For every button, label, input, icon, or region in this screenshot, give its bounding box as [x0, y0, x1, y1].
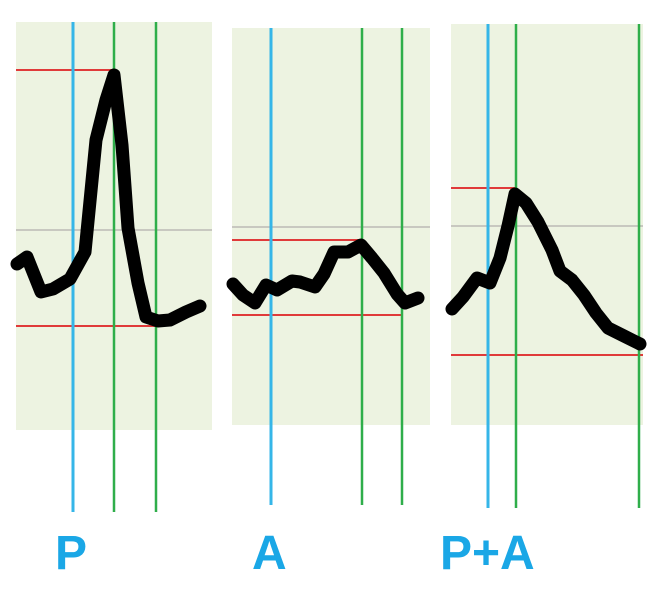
panel-pa-background — [451, 24, 643, 425]
panel-p-trace — [10, 68, 207, 328]
panel-pa — [445, 24, 647, 508]
panel-pa-trace — [445, 187, 647, 351]
panel-label-pa: P+A — [440, 527, 535, 580]
panel-label-p: P — [55, 527, 88, 580]
panel-p — [10, 22, 212, 512]
panel-label-a: A — [252, 527, 287, 580]
panel-a — [226, 28, 430, 505]
panel-a-trace — [226, 238, 425, 310]
